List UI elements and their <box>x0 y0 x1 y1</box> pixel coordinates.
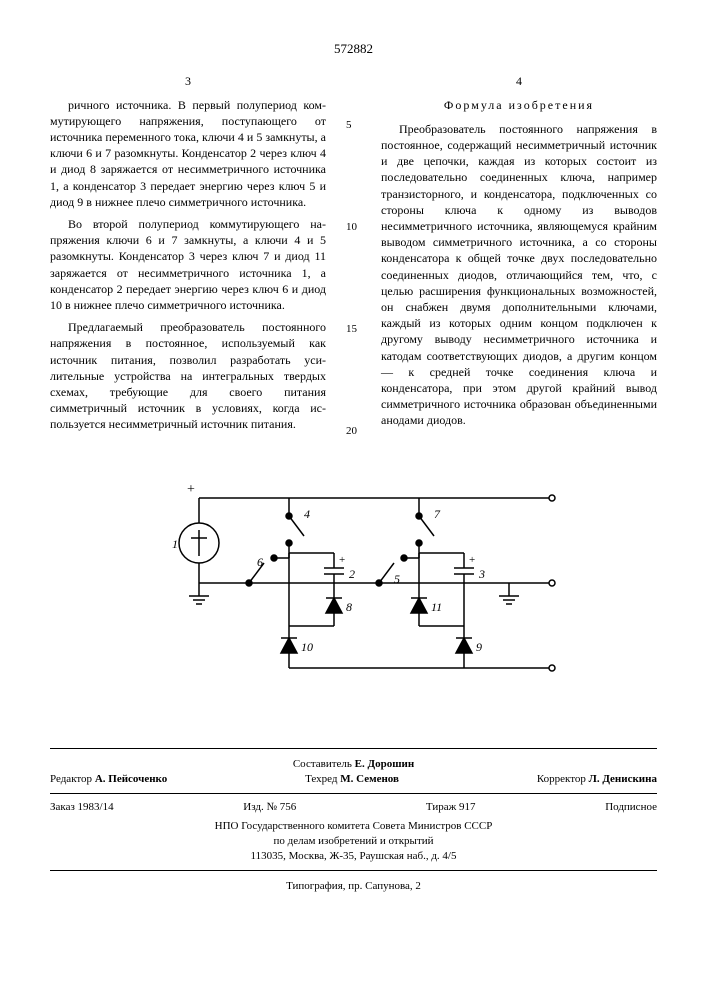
label-2: 2 <box>349 567 355 581</box>
label-4: 4 <box>304 507 310 521</box>
composer-line: Составитель Е. Дорошин <box>50 757 657 772</box>
line-numbers: 5 10 15 20 <box>346 73 361 439</box>
ln-5: 5 <box>346 118 361 133</box>
para-l2: Во второй полупериод коммутирующего на­п… <box>50 216 326 313</box>
label-7: 7 <box>434 507 441 521</box>
label-10: 10 <box>301 640 313 654</box>
para-r1: Преобразователь постоянного напряжения в… <box>381 121 657 429</box>
ln-10: 10 <box>346 220 361 235</box>
para-l3: Предлагаемый преобразователь постоянного… <box>50 319 326 432</box>
ln-20: 20 <box>346 424 361 439</box>
label-3: 3 <box>478 567 485 581</box>
ln-15: 15 <box>346 322 361 337</box>
svg-text:+: + <box>469 554 475 566</box>
label-6: 6 <box>257 555 263 569</box>
label-11: 11 <box>431 600 442 614</box>
label-9: 9 <box>476 640 482 654</box>
print-info-row: Заказ 1983/14 Изд. № 756 Тираж 917 Подпи… <box>50 800 657 815</box>
right-column: 4 Формула изобретения Преобразователь по… <box>381 73 657 439</box>
typography-line: Типография, пр. Сапунова, 2 <box>50 879 657 894</box>
page-number-left: 3 <box>50 73 326 89</box>
label-5: 5 <box>394 572 400 586</box>
editors-row: Редактор А. Пейсоченко Техред М. Семенов… <box>50 772 657 787</box>
org-line2: по делам изобретений и открытий <box>50 834 657 849</box>
patent-number: 572882 <box>50 40 657 58</box>
svg-text:+: + <box>187 482 195 497</box>
org-line1: НПО Государственного комитета Совета Мин… <box>50 819 657 834</box>
circuit-diagram: + + + <box>139 468 569 698</box>
para-l1: ричного источника. В первый полупериод к… <box>50 97 326 210</box>
svg-text:+: + <box>339 554 345 566</box>
address-line: 113035, Москва, Ж-35, Раушская наб., д. … <box>50 849 657 864</box>
left-column: 3 ричного источника. В первый полупериод… <box>50 73 326 439</box>
claims-title: Формула изобретения <box>381 97 657 113</box>
page-number-right: 4 <box>381 73 657 89</box>
text-columns: 3 ричного источника. В первый полупериод… <box>50 73 657 439</box>
label-8: 8 <box>346 600 352 614</box>
label-1: 1 <box>172 537 178 551</box>
footer: Составитель Е. Дорошин Редактор А. Пейсо… <box>50 748 657 893</box>
